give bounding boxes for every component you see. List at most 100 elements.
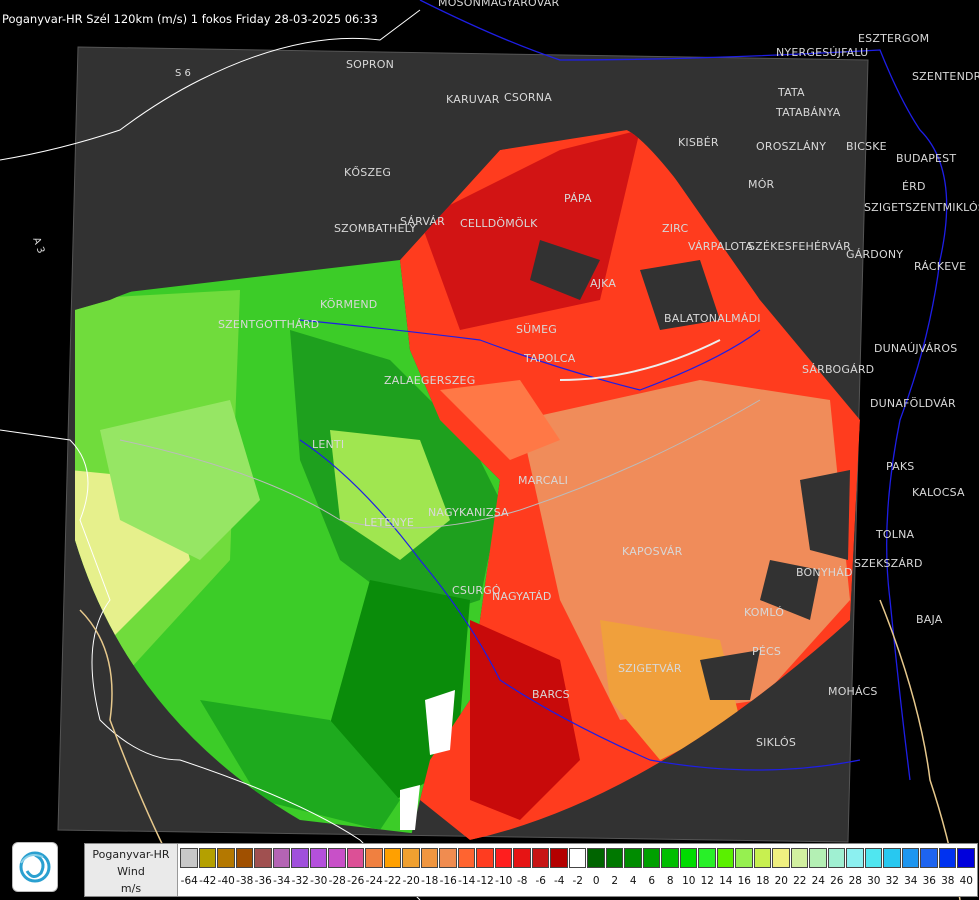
legend-tick-label: 12: [700, 875, 714, 887]
legend-tick-label: 0: [592, 875, 600, 887]
city-label: KŐSZEG: [344, 166, 392, 179]
legend-swatch: [494, 848, 512, 868]
legend-swatch: [550, 848, 568, 868]
legend-tick-label: -28: [328, 875, 346, 887]
legend-tick-label: -30: [310, 875, 328, 887]
city-label: DUNAÚJVÁROS: [874, 342, 958, 355]
city-label: SIKLÓS: [756, 736, 797, 749]
city-label: VÁRPALOTA: [688, 240, 754, 253]
city-label: BALATONALMÁDI: [664, 312, 761, 325]
legend-label: Poganyvar-HR Wind m/s: [85, 844, 178, 896]
legend-swatches: [180, 848, 976, 870]
legend-tick-label: 30: [867, 875, 881, 887]
legend-swatch: [309, 848, 327, 868]
legend-tick-label: 34: [904, 875, 918, 887]
legend-swatch: [272, 848, 290, 868]
legend-tick-label: 36: [922, 875, 936, 887]
legend-swatch: [735, 848, 753, 868]
road-line: [79, 609, 171, 861]
legend-swatch: [901, 848, 919, 868]
legend-tick-label: -22: [384, 875, 402, 887]
legend-product: Wind: [117, 865, 145, 878]
legend-tick-label: -6: [535, 875, 546, 887]
legend-tick-label: 28: [848, 875, 862, 887]
city-label: MOSONMAGYARÓVÁR: [438, 0, 560, 9]
city-label: TATABÁNYA: [776, 106, 841, 119]
legend-tick-label: 20: [774, 875, 788, 887]
legend-swatch: [809, 848, 827, 868]
legend-tick-label: -34: [273, 875, 291, 887]
legend-tick-label: -36: [254, 875, 272, 887]
city-label: SÁRVÁR: [400, 215, 445, 228]
city-label: MARCALI: [518, 474, 569, 487]
city-label: SZENTENDRE: [912, 70, 979, 83]
city-label: PÉCS: [752, 645, 782, 658]
river: [419, 0, 948, 781]
weather-swirl-logo: [12, 842, 58, 892]
legend-tick-label: 16: [737, 875, 751, 887]
legend-tick-label: -32: [291, 875, 309, 887]
legend-tick-label: 2: [611, 875, 619, 887]
road-line: [559, 339, 721, 381]
legend-swatch: [957, 848, 975, 868]
legend-swatch: [476, 848, 494, 868]
legend-tick-label: -16: [439, 875, 457, 887]
legend-tick-label: 24: [811, 875, 825, 887]
legend-swatch: [846, 848, 864, 868]
legend-tick-label: -12: [476, 875, 494, 887]
legend-swatch: [772, 848, 790, 868]
legend-swatch: [864, 848, 882, 868]
legend-tick-label: -8: [517, 875, 528, 887]
map-title: Poganyvar-HR Szél 120km (m/s) 1 fokos Fr…: [2, 12, 378, 26]
city-label: KOMLÓ: [744, 606, 785, 619]
city-label: NAGYATÁD: [492, 590, 552, 603]
legend-swatch: [790, 848, 808, 868]
legend-tick-label: 8: [666, 875, 674, 887]
legend-ticks: -64 -42 -40 -38 -36 -34 -32 -30 -28 -26 -24 -22 -20-…: [180, 875, 979, 889]
city-label: MÓR: [748, 178, 775, 191]
legend-swatch: [198, 848, 216, 868]
city-label: SÁRBOGÁRD: [802, 363, 875, 376]
legend-swatch: [624, 848, 642, 868]
legend-tick-label: 38: [941, 875, 955, 887]
river: [299, 439, 861, 771]
city-label: KISBÉR: [678, 136, 719, 149]
legend-tick-label: 14: [719, 875, 733, 887]
city-label: CSURGÓ: [452, 584, 501, 597]
legend-swatch: [587, 848, 605, 868]
legend-swatch: [346, 848, 364, 868]
legend-swatch: [531, 848, 549, 868]
city-label: LENTI: [312, 438, 345, 451]
legend-swatch: [439, 848, 457, 868]
city-label: ZALAEGERSZEG: [384, 374, 476, 387]
city-label: PÁPA: [564, 192, 592, 205]
city-label: SZENTGOTTHÁRD: [218, 318, 320, 331]
city-label: BUDAPEST: [896, 152, 957, 165]
city-label: DUNAFÖLDVÁR: [870, 397, 956, 410]
legend-swatch: [605, 848, 623, 868]
city-label: SZOMBATHELY: [334, 222, 417, 235]
city-label: TOLNA: [876, 528, 915, 541]
city-label: KARUVAR: [446, 93, 500, 106]
legend-swatch: [254, 848, 272, 868]
legend-swatch: [383, 848, 401, 868]
legend-tick-label: 10: [682, 875, 696, 887]
city-label: TAPOLCA: [524, 352, 576, 365]
legend-tick-label: -4: [554, 875, 565, 887]
city-label: PAKS: [886, 460, 915, 473]
legend-tick-label: 22: [793, 875, 807, 887]
legend-swatch: [827, 848, 845, 868]
city-label: KALOCSA: [912, 486, 965, 499]
legend-tick-label: -38: [236, 875, 254, 887]
radar-echo-field: [75, 128, 860, 840]
city-label: AJKA: [590, 277, 617, 290]
legend-tick-label: -14: [458, 875, 476, 887]
city-label: BONYHÁD: [796, 566, 853, 579]
legend-tick-label: 40: [959, 875, 973, 887]
country-border: [0, 429, 421, 900]
legend-swatch: [328, 848, 346, 868]
legend-swatch: [716, 848, 734, 868]
legend-tick-label: -18: [421, 875, 439, 887]
city-label: CELLDÖMÖLK: [460, 217, 538, 230]
city-label: LETENYE: [364, 516, 415, 529]
